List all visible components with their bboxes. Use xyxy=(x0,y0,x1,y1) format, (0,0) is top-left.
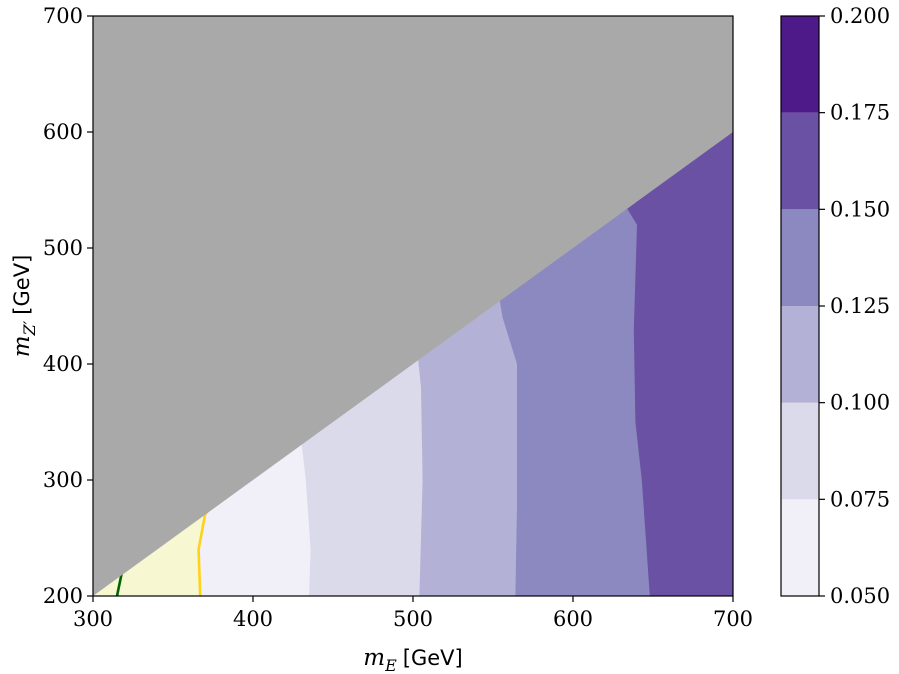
colorbar-segment xyxy=(781,402,819,500)
colorbar-segment xyxy=(781,499,819,596)
x-tick-label: 700 xyxy=(713,607,753,631)
y-tick-label: 400 xyxy=(43,352,83,376)
y-axis-title: mZ′[GeV] xyxy=(9,255,39,358)
x-tick-label: 500 xyxy=(393,607,433,631)
colorbar-segment xyxy=(781,209,819,306)
colorbar-tick-label: 0.200 xyxy=(830,4,890,28)
colorbar-tick-label: 0.075 xyxy=(830,487,890,511)
x-tick-label: 600 xyxy=(553,607,593,631)
x-axis: 300 400 500 600 700 xyxy=(73,596,753,631)
y-tick-label: 300 xyxy=(43,468,83,492)
colorbar-tick-label: 0.050 xyxy=(830,584,890,608)
y-axis: 200 300 400 500 600 700 xyxy=(43,4,93,608)
y-tick-label: 500 xyxy=(43,236,83,260)
colorbar-tick-label: 0.100 xyxy=(830,391,890,415)
x-tick-label: 400 xyxy=(233,607,273,631)
y-tick-label: 600 xyxy=(43,120,83,144)
excluded-region xyxy=(93,16,733,596)
y-tick-label: 700 xyxy=(43,4,83,28)
colorbar-tick-label: 0.150 xyxy=(830,197,890,221)
colorbar-segment xyxy=(781,306,819,403)
x-tick-label: 300 xyxy=(73,607,113,631)
plot-area xyxy=(93,16,733,596)
x-axis-title: mE [GeV] xyxy=(363,645,462,674)
y-tick-label: 200 xyxy=(43,584,83,608)
colorbar-tick-label: 0.125 xyxy=(830,294,890,318)
colorbar-tick-label: 0.175 xyxy=(830,101,890,125)
colorbar-segment xyxy=(781,112,819,210)
colorbar: 0.050 0.075 0.100 0.125 0.150 0.175 0.200 xyxy=(780,4,890,608)
colorbar-segment xyxy=(781,16,819,113)
